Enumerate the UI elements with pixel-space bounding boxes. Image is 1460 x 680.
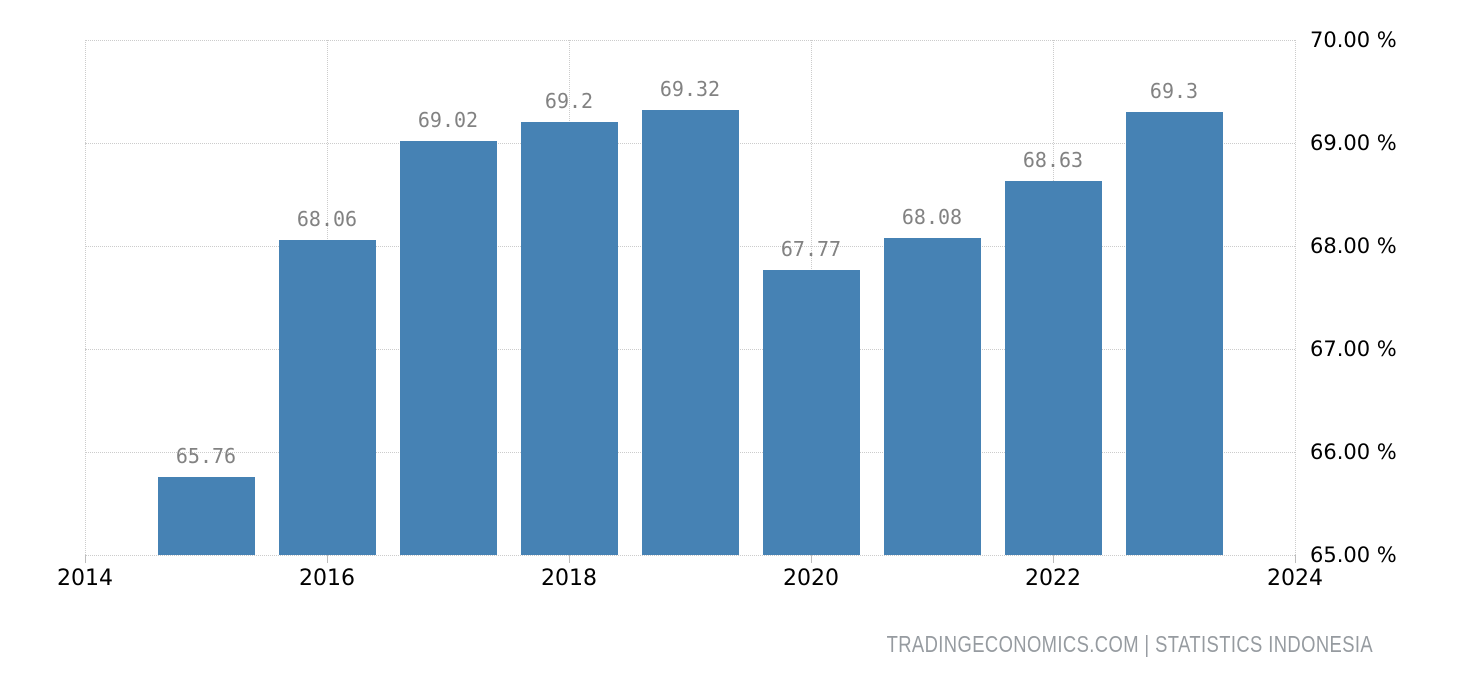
bar-value-label: 69.02 [417, 108, 479, 132]
y-axis-tick-label: 68.00 % [1310, 234, 1397, 258]
y-axis-tick-label: 67.00 % [1310, 337, 1397, 361]
bar-2016[interactable] [279, 240, 376, 555]
bar-2023[interactable] [1126, 112, 1223, 555]
x-axis-tick-label: 2024 [1267, 566, 1323, 591]
x-axis-tick-label: 2016 [299, 566, 355, 591]
y-axis-tick-label: 70.00 % [1310, 28, 1397, 52]
plot-area: 65.76 68.06 69.02 69.2 69.32 67.77 68.08 68.63 6… [85, 40, 1296, 556]
x-axis-tick-label: 2014 [57, 566, 113, 591]
gridline-vertical [85, 40, 86, 555]
gridline-vertical [1295, 40, 1296, 555]
bar-value-label: 65.76 [175, 444, 237, 468]
bar-2018[interactable] [521, 122, 618, 555]
x-axis-tick-label: 2022 [1025, 566, 1081, 591]
bar-2021[interactable] [884, 238, 981, 555]
bar-value-label: 69.2 [544, 89, 594, 113]
bar-2019[interactable] [642, 110, 739, 555]
x-axis-tick [569, 555, 570, 563]
bar-2020[interactable] [763, 270, 860, 555]
bar-value-label: 69.32 [659, 77, 721, 101]
x-axis-tick-label: 2018 [541, 566, 597, 591]
bar-value-label: 68.06 [296, 207, 358, 231]
x-axis-tick [85, 555, 86, 563]
gridline-horizontal [85, 40, 1295, 41]
bar-2015[interactable] [158, 477, 255, 555]
x-axis-tick-label: 2020 [783, 566, 839, 591]
y-axis-tick-label: 66.00 % [1310, 440, 1397, 464]
bar-value-label: 68.63 [1022, 148, 1084, 172]
gridline-horizontal [85, 555, 1295, 556]
x-axis-tick [1053, 555, 1054, 563]
x-axis-tick [1295, 555, 1296, 563]
x-axis-tick [327, 555, 328, 563]
bar-value-label: 68.08 [901, 205, 963, 229]
y-axis-tick-label: 65.00 % [1310, 543, 1397, 567]
bar-2017[interactable] [400, 141, 497, 555]
bar-value-label: 69.3 [1149, 79, 1199, 103]
bar-value-label: 67.77 [780, 237, 842, 261]
source-attribution: TRADINGECONOMICS.COM | STATISTICS INDONE… [886, 631, 1373, 657]
x-axis-tick [811, 555, 812, 563]
bar-2022[interactable] [1005, 181, 1102, 555]
y-axis-tick-label: 69.00 % [1310, 131, 1397, 155]
